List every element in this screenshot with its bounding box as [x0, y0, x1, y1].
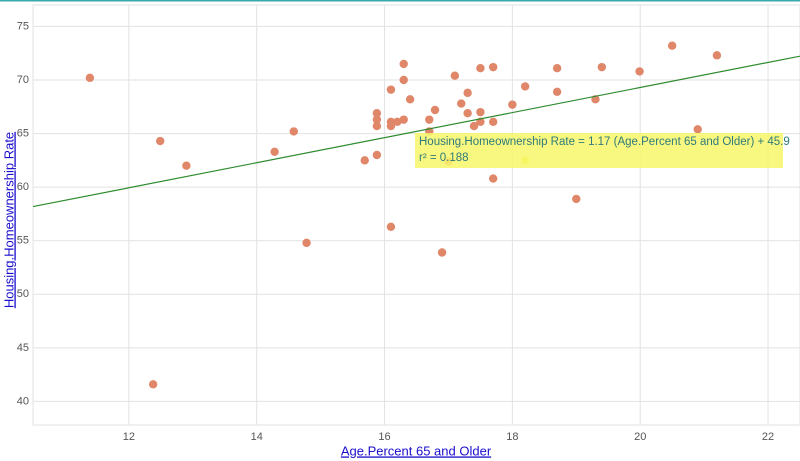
- grid: [32, 4, 800, 426]
- point: [148, 380, 158, 389]
- point: [386, 85, 396, 94]
- point: [430, 105, 440, 115]
- annotation-r2: r² = 0.188: [419, 152, 469, 164]
- point: [425, 115, 434, 124]
- point: [372, 115, 382, 124]
- x-tick-label: 22: [762, 431, 774, 443]
- point: [597, 62, 607, 72]
- point: [552, 87, 562, 96]
- x-tick-label: 12: [123, 431, 135, 443]
- point: [155, 136, 165, 146]
- point: [360, 156, 369, 165]
- point: [399, 59, 408, 69]
- y-tick-label: 60: [17, 181, 29, 193]
- y-tick-label: 50: [17, 288, 29, 300]
- point: [437, 248, 447, 257]
- y-tick-label: 65: [17, 127, 29, 139]
- point: [520, 82, 530, 91]
- point: [182, 161, 191, 170]
- trendline: [32, 55, 800, 208]
- point: [405, 95, 415, 104]
- annotation-box: [415, 133, 783, 168]
- point: [476, 107, 485, 117]
- point: [372, 150, 382, 160]
- y-axis-title[interactable]: Housing.Homeownership Rate: [1, 132, 16, 308]
- point: [712, 51, 722, 60]
- point: [289, 127, 298, 136]
- point: [667, 41, 677, 50]
- point: [457, 99, 466, 108]
- point: [635, 67, 644, 76]
- y-tick-label: 45: [17, 342, 29, 354]
- y-tick-label: 70: [17, 74, 29, 86]
- point: [399, 75, 408, 85]
- x-tick-label: 16: [378, 431, 390, 443]
- y-tick-label: 55: [17, 235, 29, 247]
- point: [463, 109, 472, 118]
- point: [386, 222, 396, 231]
- point: [399, 115, 408, 124]
- point: [463, 88, 472, 98]
- y-tick-label: 75: [17, 20, 29, 32]
- point: [572, 194, 581, 204]
- point: [489, 117, 498, 126]
- annotation-equation: Housing.Homeownership Rate = 1.17 (Age.P…: [419, 136, 790, 148]
- x-tick-label: 18: [506, 431, 518, 443]
- point: [393, 117, 402, 126]
- point: [476, 64, 485, 73]
- y-tick-label: 40: [17, 395, 29, 407]
- point: [85, 73, 95, 83]
- point: [552, 64, 562, 73]
- point: [386, 121, 396, 131]
- point: [489, 174, 498, 183]
- point: [270, 147, 279, 156]
- marks: [32, 41, 800, 389]
- x-axis-title[interactable]: Age.Percent 65 and Older: [341, 443, 492, 458]
- point: [489, 62, 498, 72]
- x-tick-label: 14: [251, 431, 263, 443]
- point: [450, 71, 460, 80]
- x-tick-label: 20: [634, 431, 646, 443]
- plot-frame: [32, 4, 800, 426]
- point: [508, 100, 517, 109]
- point: [693, 125, 702, 134]
- point: [302, 238, 311, 248]
- point: [372, 121, 382, 131]
- point: [372, 109, 382, 118]
- point: [469, 121, 479, 131]
